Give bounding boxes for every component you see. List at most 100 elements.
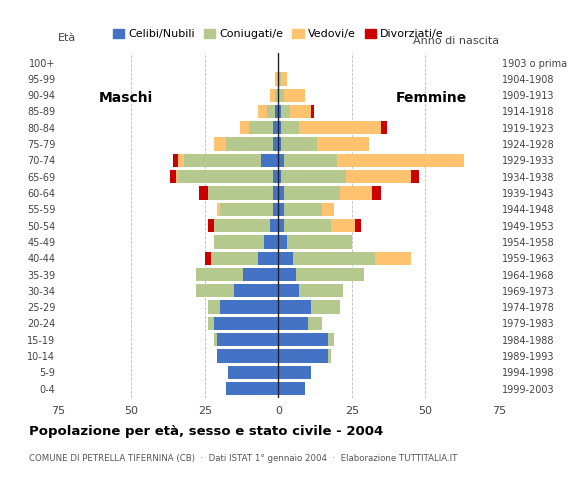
Bar [311, 105, 314, 118]
Bar [217, 203, 220, 216]
Bar [217, 349, 278, 363]
Bar [278, 235, 287, 249]
Bar [411, 170, 419, 183]
Bar [234, 284, 278, 298]
Bar [355, 219, 361, 232]
Bar [278, 333, 328, 347]
Bar [375, 252, 411, 265]
Bar [278, 284, 299, 298]
Bar [226, 382, 278, 396]
Bar [199, 186, 208, 200]
Bar [281, 137, 317, 151]
Bar [273, 170, 278, 183]
Bar [205, 252, 211, 265]
Bar [217, 333, 278, 347]
Bar [211, 252, 258, 265]
Bar [293, 252, 375, 265]
Bar [290, 105, 311, 118]
Bar [317, 137, 369, 151]
Bar [214, 137, 226, 151]
Bar [278, 300, 311, 314]
Bar [208, 186, 273, 200]
Bar [278, 366, 311, 379]
Bar [278, 203, 284, 216]
Bar [258, 105, 267, 118]
Bar [208, 317, 214, 330]
Bar [270, 219, 278, 232]
Bar [208, 300, 220, 314]
Bar [264, 235, 278, 249]
Bar [278, 317, 308, 330]
Bar [346, 170, 411, 183]
Bar [308, 317, 322, 330]
Bar [328, 349, 331, 363]
Bar [284, 186, 340, 200]
Bar [220, 300, 278, 314]
Text: Popolazione per età, sesso e stato civile - 2004: Popolazione per età, sesso e stato civil… [29, 425, 383, 438]
Bar [322, 203, 334, 216]
Bar [337, 154, 463, 167]
Bar [240, 121, 249, 134]
Bar [296, 268, 364, 281]
Bar [229, 366, 278, 379]
Bar [276, 105, 278, 118]
Bar [278, 349, 328, 363]
Bar [214, 317, 278, 330]
Bar [278, 219, 284, 232]
Bar [214, 235, 264, 249]
Bar [311, 300, 340, 314]
Bar [226, 137, 273, 151]
Bar [258, 252, 278, 265]
Bar [328, 333, 334, 347]
Bar [284, 219, 331, 232]
Bar [278, 72, 281, 85]
Bar [278, 154, 284, 167]
Bar [214, 333, 217, 347]
Bar [276, 88, 278, 102]
Bar [281, 121, 299, 134]
Bar [273, 137, 278, 151]
Bar [372, 186, 381, 200]
Bar [170, 170, 176, 183]
Bar [331, 219, 355, 232]
Text: Età: Età [58, 33, 76, 43]
Bar [278, 105, 281, 118]
Bar [267, 105, 276, 118]
Text: Maschi: Maschi [99, 91, 153, 105]
Bar [179, 154, 184, 167]
Bar [278, 121, 281, 134]
Bar [299, 284, 343, 298]
Bar [249, 121, 273, 134]
Bar [184, 154, 261, 167]
Bar [281, 170, 346, 183]
Bar [179, 170, 273, 183]
Bar [273, 186, 278, 200]
Bar [281, 72, 287, 85]
Bar [284, 203, 322, 216]
Bar [176, 170, 179, 183]
Bar [273, 121, 278, 134]
Text: COMUNE DI PETRELLA TIFERNINA (CB)  ·  Dati ISTAT 1° gennaio 2004  ·  Elaborazion: COMUNE DI PETRELLA TIFERNINA (CB) · Dati… [29, 454, 458, 463]
Bar [220, 203, 273, 216]
Bar [278, 186, 284, 200]
Text: Anno di nascita: Anno di nascita [413, 36, 499, 46]
Bar [278, 170, 281, 183]
Bar [214, 219, 270, 232]
Bar [173, 154, 179, 167]
Bar [284, 154, 337, 167]
Legend: Celibi/Nubili, Coniugati/e, Vedovi/e, Divorziati/e: Celibi/Nubili, Coniugati/e, Vedovi/e, Di… [108, 25, 448, 44]
Bar [278, 382, 305, 396]
Bar [340, 186, 372, 200]
Bar [276, 72, 278, 85]
Bar [284, 88, 305, 102]
Bar [278, 137, 281, 151]
Bar [243, 268, 278, 281]
Bar [278, 252, 293, 265]
Bar [281, 105, 290, 118]
Bar [208, 219, 214, 232]
Bar [381, 121, 387, 134]
Bar [261, 154, 278, 167]
Bar [278, 268, 296, 281]
Bar [287, 235, 352, 249]
Bar [270, 88, 275, 102]
